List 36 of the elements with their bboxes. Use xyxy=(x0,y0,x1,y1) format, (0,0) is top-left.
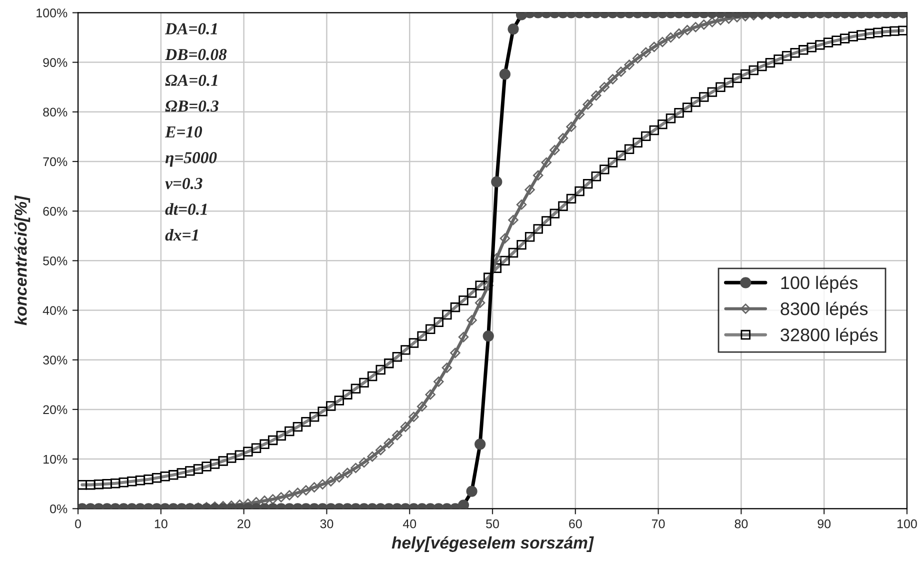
legend-label: 100 lépés xyxy=(781,276,858,293)
annotation: E=10 xyxy=(164,126,202,138)
annotation: ΩB=0.3 xyxy=(165,100,219,112)
x-tick-label: 20 xyxy=(238,519,250,528)
y-tick-label: 10% xyxy=(44,454,68,464)
x-tick-label: 30 xyxy=(320,519,334,528)
x-tick-label: 70 xyxy=(652,519,665,528)
y-tick-label: 30% xyxy=(43,356,68,365)
x-tick-label: 80 xyxy=(734,519,748,528)
annotation: DB=0.08 xyxy=(164,48,227,60)
y-tick-label: 20% xyxy=(43,405,68,414)
y-tick-label: 90% xyxy=(43,58,68,67)
y-tick-label: 100% xyxy=(36,8,68,18)
x-tick-label: 100 xyxy=(898,519,917,528)
annotation: dt=0.1 xyxy=(165,203,207,215)
x-tick-label: 60 xyxy=(569,519,582,528)
x-axis-title: hely[végeselem sorszám] xyxy=(392,536,594,552)
x-tick-label: 40 xyxy=(402,519,416,528)
x-tick-label: 10 xyxy=(154,519,168,528)
annotation: dx=1 xyxy=(165,228,198,241)
legend-label: 8300 lépés xyxy=(780,302,868,319)
y-tick-label: 70% xyxy=(43,157,68,166)
annotation: ΩA=0.1 xyxy=(165,74,218,86)
x-tick-label: 90 xyxy=(818,519,831,528)
annotation: η=5000 xyxy=(165,152,217,167)
y-axis-title: koncentráció[%] xyxy=(14,195,30,326)
annotation: ν=0.3 xyxy=(165,178,202,190)
legend-label: 32800 lépés xyxy=(780,328,878,345)
x-tick-label: 50 xyxy=(486,519,499,528)
annotation: DA=0.1 xyxy=(164,23,217,34)
x-tick-label: 0 xyxy=(75,519,82,528)
y-tick-label: 0% xyxy=(50,504,68,514)
y-tick-label: 60% xyxy=(43,206,68,216)
y-tick-label: 80% xyxy=(43,108,68,117)
y-tick-label: 50% xyxy=(43,256,68,266)
y-tick-label: 40% xyxy=(42,306,68,315)
